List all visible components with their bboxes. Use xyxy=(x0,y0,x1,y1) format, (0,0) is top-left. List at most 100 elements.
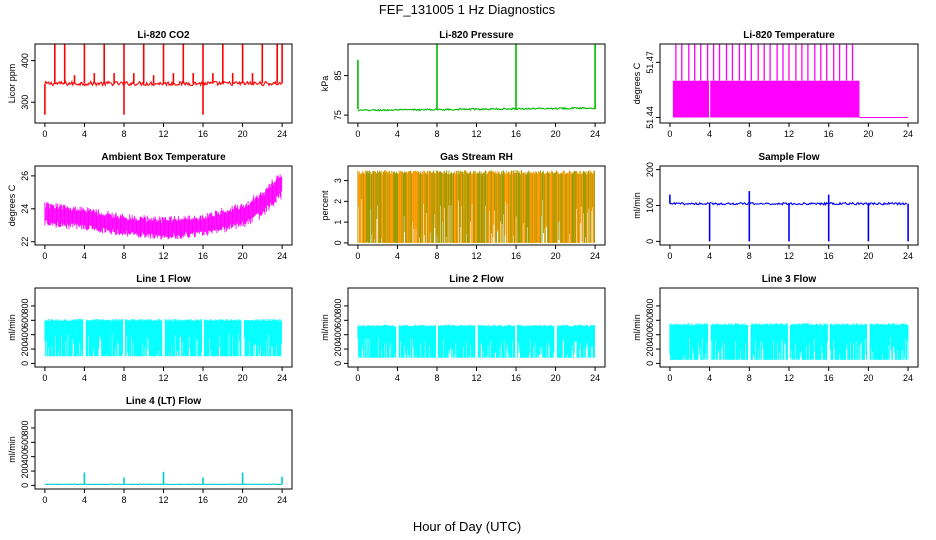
panel-2-x-tick-label-1: 0 xyxy=(355,129,360,139)
panel-9-y-tick-label-4: 600 xyxy=(645,313,655,328)
panel-1-plot-area xyxy=(44,44,283,115)
panel-2-x-tick-label-2: 4 xyxy=(395,129,400,139)
panel-7-x-tick-label-3: 8 xyxy=(121,373,126,383)
panel-4-y-tick-label-2: 24 xyxy=(20,204,30,214)
panel-4-x-tick-label-3: 8 xyxy=(121,251,126,261)
panel-2-x-tick-label-3: 8 xyxy=(434,129,439,139)
panel-5-y-tick-label-2: 1 xyxy=(333,220,343,225)
panel-4-plot-area xyxy=(44,174,283,240)
panel-8-plot-area xyxy=(357,324,595,358)
panel-10-x-tick-label-2: 4 xyxy=(82,495,87,505)
panel-6-y-tick-label-2: 100 xyxy=(645,198,655,213)
panel-1-x-tick-label-5: 16 xyxy=(198,129,208,139)
panel-7: Line 1 Flow 0 4 8 12 16 20 24 0 200400600800ml/mi… xyxy=(7,274,293,383)
panel-2-x-tick-label-4: 12 xyxy=(471,129,481,139)
panel-10-y-tick-label-3: 400 xyxy=(20,449,30,464)
panel-6: Sample Flow 0 4 8 12 16 20 24 0 100 200 ml/min xyxy=(632,152,919,261)
panel-7-series-band xyxy=(44,318,282,357)
panel-8-y-tick-label-2: 200 xyxy=(333,342,343,357)
panel-3: Li-820 Temperature 0 4 8 12 16 20 24 51.44 51.47d… xyxy=(632,30,919,139)
panel-8-x-tick-label-4: 12 xyxy=(471,373,481,383)
panel-9-x-axis: 0 4 8 12 16 20 24 xyxy=(667,367,913,383)
panel-4-x-axis: 0 4 8 12 16 20 24 xyxy=(42,245,287,261)
panel-1-x-tick-label-2: 4 xyxy=(82,129,87,139)
panel-5-y-tick-label-1: 0 xyxy=(333,240,343,245)
panel-5-y-tick-label-4: 3 xyxy=(333,178,343,183)
panel-3-x-tick-label-5: 16 xyxy=(824,129,834,139)
panel-10-y-tick-label-4: 600 xyxy=(20,435,30,450)
panel-4-x-tick-label-1: 0 xyxy=(42,251,47,261)
panel-4-series-envelope xyxy=(44,174,283,240)
panel-9-x-tick-label-2: 4 xyxy=(707,373,712,383)
panel-1-x-tick-label-3: 8 xyxy=(121,129,126,139)
panel-9-x-tick-label-1: 0 xyxy=(667,373,672,383)
panel-6-y-tick-label-3: 200 xyxy=(645,162,655,177)
panel-9-y-tick-label-1: 0 xyxy=(645,361,655,366)
panel-8-x-tick-label-7: 24 xyxy=(590,373,600,383)
panel-10-x-tick-label-5: 16 xyxy=(198,495,208,505)
panel-6-x-tick-label-7: 24 xyxy=(903,251,913,261)
panel-7-x-tick-label-2: 4 xyxy=(82,373,87,383)
panel-7-x-tick-label-5: 16 xyxy=(198,373,208,383)
panel-7-y-tick-label-1: 0 xyxy=(20,361,30,366)
panel-9-x-tick-label-4: 12 xyxy=(784,373,794,383)
panel-2-plot-area xyxy=(357,44,596,112)
panel-2-title: Li-820 Pressure xyxy=(439,30,514,41)
panel-10-x-tick-label-7: 24 xyxy=(277,495,287,505)
panel-3-x-axis: 0 4 8 12 16 20 24 xyxy=(667,123,913,139)
panel-7-x-tick-label-6: 20 xyxy=(238,373,248,383)
panel-4-y-tick-label-1: 22 xyxy=(20,237,30,247)
panel-2-y-axis: 75 85 xyxy=(333,71,348,120)
panel-8-title: Line 2 Flow xyxy=(449,274,504,285)
panel-9-series-band xyxy=(669,323,909,360)
panel-9-y-tick-label-3: 400 xyxy=(645,327,655,342)
panel-9-x-tick-label-5: 16 xyxy=(824,373,834,383)
panel-7-x-axis: 0 4 8 12 16 20 24 xyxy=(42,367,287,383)
panel-2-x-tick-label-7: 24 xyxy=(590,129,600,139)
panel-3-series-band xyxy=(672,80,860,118)
panel-7-x-tick-label-4: 12 xyxy=(158,373,168,383)
panel-2-x-axis: 0 4 8 12 16 20 24 xyxy=(355,123,600,139)
panel-9-y-tick-label-2: 200 xyxy=(645,342,655,357)
panel-4-y-axis: 22 24 26 xyxy=(20,171,35,247)
panel-6-x-tick-label-5: 16 xyxy=(824,251,834,261)
panel-6-plot-area xyxy=(669,191,909,242)
panel-10-y-tick-label-2: 200 xyxy=(20,464,30,479)
panel-3-x-tick-label-2: 4 xyxy=(707,129,712,139)
panel-1-y-axis-label: Licor ppm xyxy=(7,64,17,104)
panel-5-x-tick-label-5: 16 xyxy=(511,251,521,261)
panel-5-y-axis: 0 1 2 3 xyxy=(333,178,348,245)
panel-5-x-tick-label-3: 8 xyxy=(434,251,439,261)
panel-6-x-tick-label-6: 20 xyxy=(863,251,873,261)
panel-1-x-tick-label-4: 12 xyxy=(158,129,168,139)
panel-8-x-tick-label-6: 20 xyxy=(551,373,561,383)
panel-3-y-axis-label: degrees C xyxy=(632,62,642,104)
panel-10-y-axis-label: ml/min xyxy=(7,436,17,463)
panel-8-y-tick-label-4: 600 xyxy=(333,313,343,328)
panel-4-x-tick-label-5: 16 xyxy=(198,251,208,261)
panel-6-x-tick-label-2: 4 xyxy=(707,251,712,261)
panel-8-x-tick-label-2: 4 xyxy=(395,373,400,383)
panel-8-x-axis: 0 4 8 12 16 20 24 xyxy=(355,367,600,383)
panel-9-x-tick-label-6: 20 xyxy=(863,373,873,383)
panel-3-title: Li-820 Temperature xyxy=(743,30,835,41)
panel-5-title: Gas Stream RH xyxy=(440,152,513,163)
panel-5-x-tick-label-7: 24 xyxy=(590,251,600,261)
panel-2-y-tick-label-2: 85 xyxy=(333,71,343,81)
panel-1-y-tick-label-2: 400 xyxy=(20,53,30,68)
panel-4-x-tick-label-4: 12 xyxy=(158,251,168,261)
panel-10-y-tick-label-5: 800 xyxy=(20,420,30,435)
figure-x-axis-label: Hour of Day (UTC) xyxy=(413,519,521,534)
panel-7-x-tick-label-1: 0 xyxy=(42,373,47,383)
panel-6-y-axis-label: ml/min xyxy=(632,192,642,219)
panel-2-y-axis-label: kPa xyxy=(320,76,330,92)
panel-5-y-tick-label-3: 2 xyxy=(333,199,343,204)
panel-10-x-tick-label-4: 12 xyxy=(158,495,168,505)
panel-4-x-tick-label-2: 4 xyxy=(82,251,87,261)
panel-2-y-tick-label-1: 75 xyxy=(333,110,343,120)
